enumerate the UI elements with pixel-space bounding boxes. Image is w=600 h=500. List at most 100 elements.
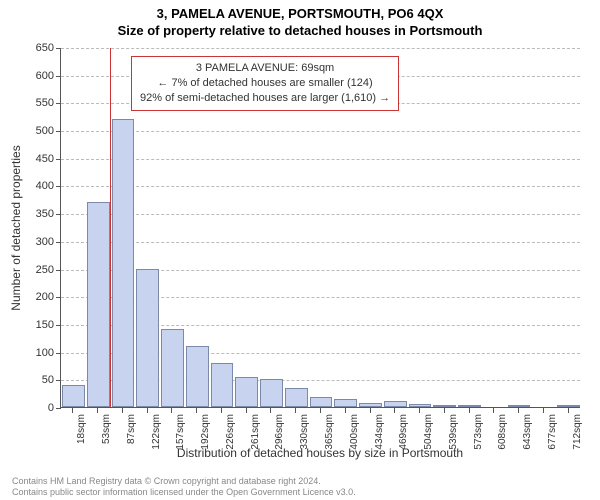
- ytick-mark: [56, 380, 61, 381]
- annotation-line3: 92% of semi-detached houses are larger (…: [140, 91, 390, 106]
- ytick-label: 550: [24, 97, 54, 109]
- ytick-mark: [56, 325, 61, 326]
- xtick-label: 573sqm: [473, 414, 484, 450]
- histogram-bar: [557, 405, 580, 407]
- xtick-mark: [171, 408, 172, 413]
- xtick-label: 226sqm: [225, 414, 236, 450]
- ytick-mark: [56, 131, 61, 132]
- chart-container: 3, PAMELA AVENUE, PORTSMOUTH, PO6 4QX Si…: [0, 0, 600, 500]
- xtick-mark: [270, 408, 271, 413]
- annotation-box: 3 PAMELA AVENUE: 69sqm← 7% of detached h…: [131, 56, 399, 111]
- ytick-label: 300: [24, 236, 54, 248]
- gridline: [61, 159, 580, 160]
- xtick-mark: [345, 408, 346, 413]
- xtick-mark: [97, 408, 98, 413]
- histogram-bar: [359, 403, 382, 407]
- histogram-bar: [508, 405, 531, 407]
- ytick-label: 650: [24, 42, 54, 54]
- xtick-mark: [246, 408, 247, 413]
- ytick-label: 200: [24, 291, 54, 303]
- gridline: [61, 131, 580, 132]
- xtick-mark: [394, 408, 395, 413]
- xtick-label: 504sqm: [423, 414, 434, 450]
- gridline: [61, 186, 580, 187]
- xtick-label: 53sqm: [101, 414, 112, 444]
- x-axis-label: Distribution of detached houses by size …: [177, 446, 463, 460]
- xtick-label: 296sqm: [274, 414, 285, 450]
- ytick-label: 400: [24, 180, 54, 192]
- ytick-mark: [56, 408, 61, 409]
- footer-attribution: Contains HM Land Registry data © Crown c…: [12, 476, 356, 499]
- xtick-mark: [147, 408, 148, 413]
- xtick-label: 157sqm: [175, 414, 186, 450]
- ytick-mark: [56, 48, 61, 49]
- xtick-mark: [444, 408, 445, 413]
- chart-title-subtitle: Size of property relative to detached ho…: [0, 21, 600, 38]
- ytick-mark: [56, 186, 61, 187]
- xtick-mark: [543, 408, 544, 413]
- gridline: [61, 214, 580, 215]
- annotation-line1: 3 PAMELA AVENUE: 69sqm: [140, 61, 390, 76]
- histogram-bar: [112, 119, 135, 407]
- xtick-label: 643sqm: [522, 414, 533, 450]
- histogram-bar: [186, 346, 209, 407]
- xtick-mark: [419, 408, 420, 413]
- y-axis-label: Number of detached properties: [9, 145, 23, 310]
- histogram-bar: [136, 269, 159, 407]
- xtick-mark: [568, 408, 569, 413]
- xtick-label: 539sqm: [448, 414, 459, 450]
- ytick-mark: [56, 103, 61, 104]
- xtick-label: 469sqm: [398, 414, 409, 450]
- ytick-label: 150: [24, 319, 54, 331]
- histogram-bar: [87, 202, 110, 407]
- histogram-bar: [334, 399, 357, 407]
- histogram-bar: [161, 329, 184, 407]
- ytick-mark: [56, 270, 61, 271]
- ytick-label: 450: [24, 153, 54, 165]
- xtick-label: 18sqm: [76, 414, 87, 444]
- xtick-label: 434sqm: [374, 414, 385, 450]
- ytick-mark: [56, 214, 61, 215]
- xtick-label: 87sqm: [126, 414, 137, 444]
- xtick-mark: [493, 408, 494, 413]
- ytick-label: 100: [24, 347, 54, 359]
- xtick-label: 677sqm: [547, 414, 558, 450]
- histogram-bar: [310, 397, 333, 407]
- ytick-mark: [56, 76, 61, 77]
- xtick-label: 122sqm: [151, 414, 162, 450]
- xtick-mark: [469, 408, 470, 413]
- xtick-label: 712sqm: [572, 414, 583, 450]
- histogram-bar: [285, 388, 308, 407]
- histogram-bar: [235, 377, 258, 407]
- chart-area: 3 PAMELA AVENUE: 69sqm← 7% of detached h…: [60, 48, 580, 408]
- ytick-label: 0: [24, 402, 54, 414]
- xtick-mark: [122, 408, 123, 413]
- footer-line2: Contains public sector information licen…: [12, 487, 356, 498]
- gridline: [61, 48, 580, 49]
- histogram-bar: [211, 363, 234, 407]
- xtick-label: 400sqm: [349, 414, 360, 450]
- xtick-mark: [370, 408, 371, 413]
- footer-line1: Contains HM Land Registry data © Crown c…: [12, 476, 356, 487]
- plot-region: 3 PAMELA AVENUE: 69sqm← 7% of detached h…: [60, 48, 580, 408]
- histogram-bar: [62, 385, 85, 407]
- xtick-label: 261sqm: [250, 414, 261, 450]
- ytick-label: 350: [24, 208, 54, 220]
- xtick-label: 330sqm: [299, 414, 310, 450]
- histogram-bar: [384, 401, 407, 407]
- xtick-mark: [196, 408, 197, 413]
- ytick-label: 600: [24, 70, 54, 82]
- xtick-mark: [518, 408, 519, 413]
- xtick-label: 365sqm: [324, 414, 335, 450]
- ytick-label: 250: [24, 264, 54, 276]
- ytick-mark: [56, 242, 61, 243]
- histogram-bar: [260, 379, 283, 407]
- reference-line: [110, 48, 111, 407]
- gridline: [61, 242, 580, 243]
- ytick-mark: [56, 297, 61, 298]
- xtick-label: 608sqm: [497, 414, 508, 450]
- ytick-label: 50: [24, 374, 54, 386]
- xtick-mark: [221, 408, 222, 413]
- xtick-label: 192sqm: [200, 414, 211, 450]
- ytick-mark: [56, 159, 61, 160]
